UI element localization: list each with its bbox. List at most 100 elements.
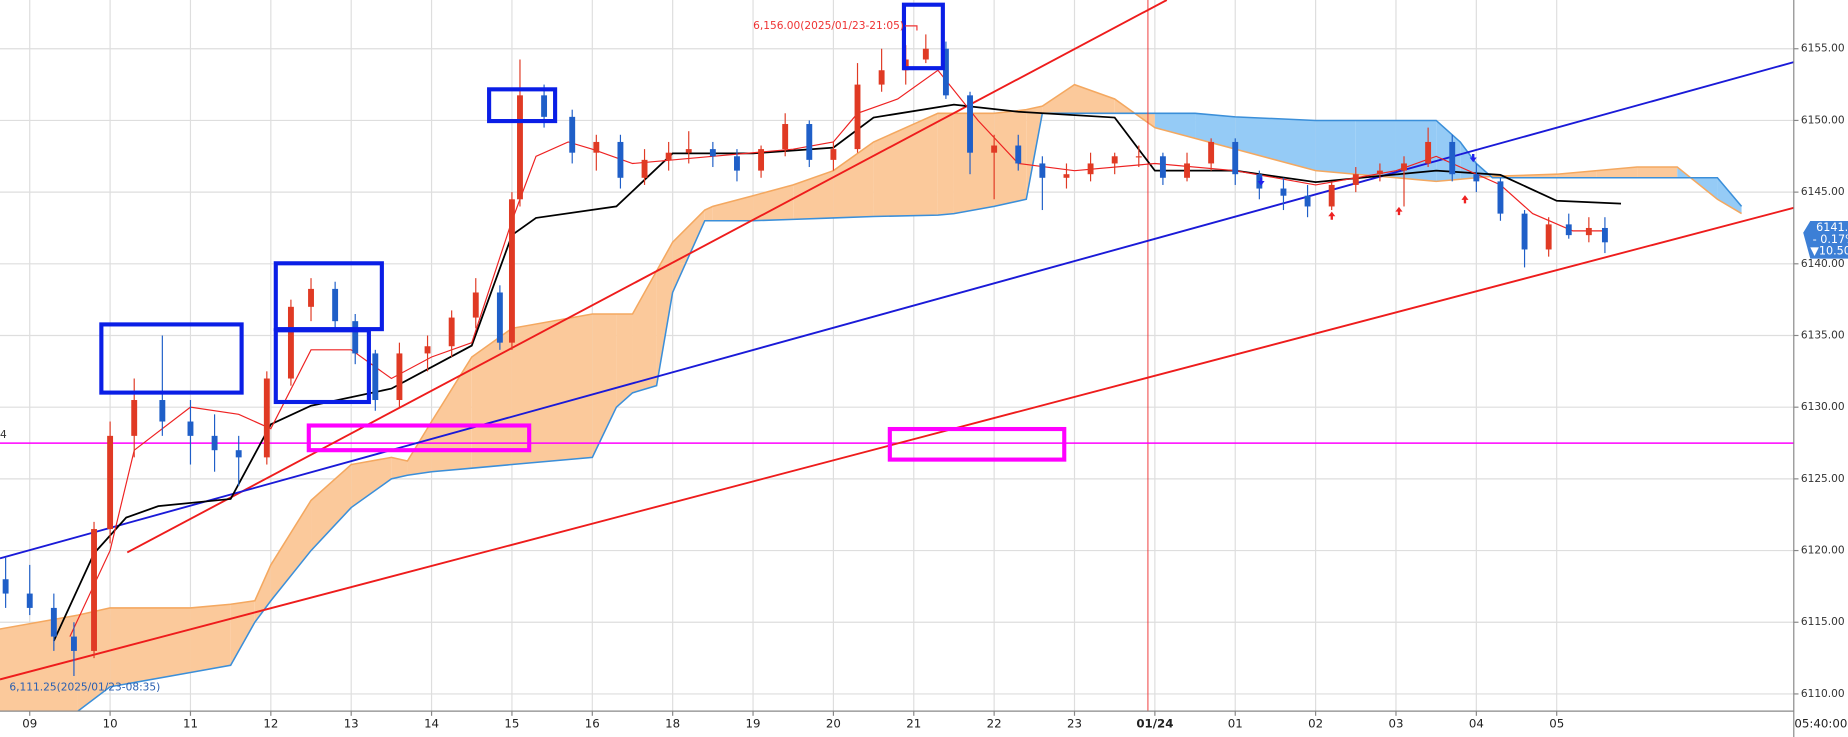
cloud-fill xyxy=(1235,116,1316,171)
x-tick-label: 14 xyxy=(424,717,439,731)
candle-body xyxy=(26,593,33,608)
cloud-fill xyxy=(254,564,271,623)
candle-body xyxy=(1063,174,1070,178)
candle-body xyxy=(50,607,57,637)
arrow xyxy=(1328,211,1336,220)
cursor-time: 05:40:00 xyxy=(1794,717,1847,731)
candle-body xyxy=(1545,224,1552,250)
x-tick-label: 12 xyxy=(263,717,278,731)
candle-body xyxy=(263,378,270,458)
y-tick-label: 6145.00 xyxy=(1801,186,1845,198)
cloud-fill xyxy=(616,313,633,408)
cloud-fill xyxy=(1195,113,1236,150)
x-tick-label: 23 xyxy=(1067,717,1082,731)
x-tick-label: 04 xyxy=(1469,717,1484,731)
candle-body xyxy=(332,288,339,322)
candle-body xyxy=(1376,170,1383,175)
candle-body xyxy=(352,321,359,354)
candles xyxy=(2,34,1608,677)
candle-body xyxy=(1232,141,1239,175)
candle-body xyxy=(107,435,114,530)
x-tick-label: 05 xyxy=(1549,717,1564,731)
candle-body xyxy=(782,124,789,150)
cloud-fill xyxy=(351,457,392,508)
candle-body xyxy=(517,95,523,200)
cloud-fill xyxy=(953,113,995,214)
candle-body xyxy=(1449,141,1456,175)
trend-line xyxy=(0,206,1794,681)
cloud-fill xyxy=(311,464,352,551)
cloud-fill xyxy=(632,270,657,393)
cloud-fill xyxy=(1074,84,1115,114)
change-pct: - 0.17% xyxy=(1813,233,1848,246)
cloud-fill xyxy=(1355,120,1396,178)
candle-body xyxy=(211,435,218,451)
candle-body xyxy=(448,317,455,347)
candle-body xyxy=(1328,184,1335,207)
hline-label: 4 xyxy=(0,429,7,441)
x-tick-label: 11 xyxy=(183,717,198,731)
cloud-fill xyxy=(1460,141,1477,180)
box xyxy=(99,322,244,395)
candle-body xyxy=(187,421,194,436)
cloud-fill xyxy=(1154,113,1196,139)
candle-body xyxy=(1039,163,1046,178)
candle-body xyxy=(91,529,97,651)
cloud-fill xyxy=(270,500,312,601)
candle-body xyxy=(665,152,672,160)
candle-body xyxy=(159,400,166,422)
x-tick-label: 02 xyxy=(1308,717,1323,731)
cloud-span xyxy=(63,112,1743,712)
x-tick-label: 01 xyxy=(1228,717,1243,731)
arrow xyxy=(1469,153,1477,163)
cloud-fill xyxy=(1315,120,1356,175)
high-label: 6,156.00(2025/01/23-21:05) xyxy=(753,20,904,32)
cloud-fill xyxy=(672,210,705,293)
candle-body xyxy=(396,353,403,401)
candle-body xyxy=(1601,227,1608,243)
candle-body xyxy=(854,84,861,150)
candle-body xyxy=(1111,156,1118,164)
candle-body xyxy=(758,149,765,171)
y-tick-label: 6110.00 xyxy=(1801,688,1845,700)
last-price: 6141.50 xyxy=(1816,221,1848,234)
candle-body xyxy=(1497,181,1504,214)
arrow xyxy=(1461,195,1469,204)
candle-body xyxy=(131,400,138,436)
x-tick-label: 10 xyxy=(103,717,118,731)
candle-body xyxy=(967,95,973,153)
candle-body xyxy=(1585,227,1592,236)
candle-body xyxy=(372,353,379,401)
cloud-fill xyxy=(110,607,191,687)
candle-body xyxy=(1425,141,1432,164)
arrow xyxy=(1257,177,1265,186)
candle-body xyxy=(1521,213,1528,250)
candle-body xyxy=(1280,188,1287,196)
box xyxy=(273,328,371,405)
candle-body xyxy=(709,149,716,157)
x-tick-label: 21 xyxy=(906,717,921,731)
cloud-fill xyxy=(1717,177,1742,214)
cloud-fill xyxy=(0,615,78,712)
x-tick-label: 16 xyxy=(585,717,600,731)
y-tick-label: 6130.00 xyxy=(1801,401,1845,413)
x-tick-label: 19 xyxy=(746,717,761,731)
y-tick-label: 6115.00 xyxy=(1801,616,1845,628)
boxes xyxy=(99,2,1067,462)
cloud-fill xyxy=(391,457,408,479)
candle-body xyxy=(830,149,837,160)
candle-body xyxy=(1159,156,1166,178)
cloud-fill xyxy=(994,109,1027,207)
candle-body xyxy=(593,141,600,153)
cloud-fill xyxy=(1556,170,1597,178)
candle-body xyxy=(508,199,515,343)
cloud-fill xyxy=(431,357,472,472)
axes: 6110.00 6115.00 6120.00 6125.00 6130.00 6135.… xyxy=(22,43,1845,731)
candle-body xyxy=(1184,163,1190,178)
cloud-fill xyxy=(656,242,673,386)
candle-body xyxy=(1087,163,1094,175)
cloud-fill xyxy=(712,195,754,221)
candle-body xyxy=(1304,195,1311,207)
